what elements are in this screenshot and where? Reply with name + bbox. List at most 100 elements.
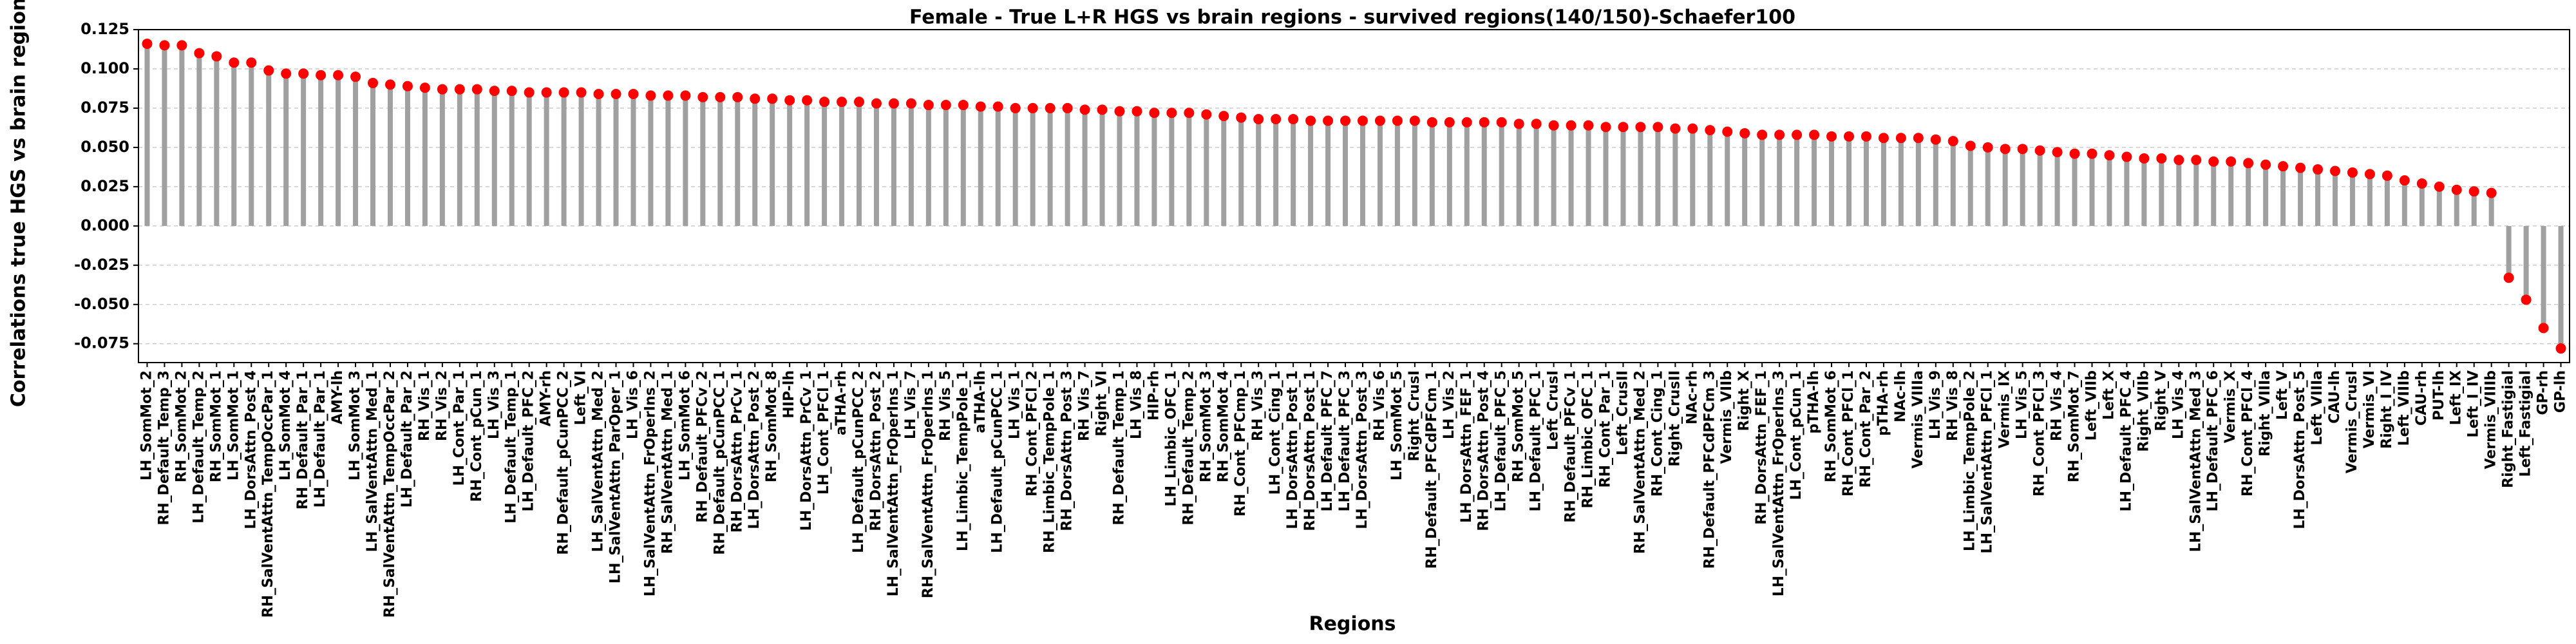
x-tick-label: RH_Limbic_TempPole_1 [1042, 370, 1058, 553]
plot-frame [138, 29, 2570, 363]
x-tick-label: RH_Limbic_OFC_1 [1580, 370, 1596, 508]
x-tick-label: RH_SomMot_6 [1823, 370, 1839, 482]
dot [1843, 131, 1854, 142]
dot [784, 95, 795, 106]
dot [402, 80, 413, 91]
dot [1253, 114, 1264, 125]
x-tick-label: RH_SomMot_4 [1215, 370, 1231, 482]
x-tick-label: RH_Vis_1 [417, 370, 433, 441]
dot [1930, 134, 1941, 145]
x-tick-label: LH_Vis_5 [2014, 370, 2031, 439]
dot [767, 93, 778, 104]
dot [1374, 115, 1385, 126]
dot [2503, 272, 2514, 283]
dot [159, 40, 170, 51]
dot [2364, 169, 2375, 180]
y-tick-label: 0.050 [80, 138, 129, 156]
dot [2260, 159, 2271, 170]
dot [1826, 131, 1837, 142]
dot [2017, 144, 2028, 155]
x-tick-label: RH_SalVentAttn_TempOccPar_2 [382, 370, 398, 618]
x-tick-label: Left_I_IV [2466, 370, 2482, 437]
x-tick-label: Right_V [2153, 370, 2169, 431]
dot [802, 95, 813, 106]
y-tick-label: 0.025 [80, 177, 129, 195]
x-tick-label: Right_X [1736, 370, 1752, 431]
dot [1635, 122, 1646, 133]
x-tick-label: Left_X [2101, 370, 2117, 420]
dot [1027, 102, 1038, 113]
x-tick-label: HIP-lh [781, 370, 797, 419]
dot [1201, 109, 1212, 120]
x-tick-label: RH_Vis_5 [938, 370, 954, 441]
dot [2034, 145, 2045, 156]
x-tick-label: LH_Default_pCunPCC_2 [851, 370, 867, 553]
x-tick-label: AMY-lh [330, 370, 346, 424]
dot [2069, 148, 2080, 159]
dot [1792, 129, 1803, 140]
x-tick-label: Left_Fastigial [2518, 370, 2534, 477]
dot [2295, 162, 2306, 173]
x-tick-label: LH_Vis_4 [2170, 370, 2186, 439]
dot [819, 97, 830, 108]
dot [1809, 129, 1820, 140]
dot [1861, 131, 1871, 142]
dot [1062, 102, 1073, 113]
dot [1271, 114, 1282, 125]
x-tick-label: Vermis_VIIIb [2483, 370, 2499, 469]
x-tick-label: aTHA-rh [833, 370, 849, 435]
x-tick-label: LH_Default_PFC_4 [2118, 370, 2134, 511]
x-tick-label: LH_SalVentAttn_FrOperIns_3 [1771, 370, 1787, 596]
dot [1409, 115, 1420, 126]
dot [1218, 111, 1229, 122]
x-tick-label: RH_Default_PFCv_1 [1563, 370, 1579, 523]
x-tick-label: LH_Default_Temp_2 [191, 370, 207, 524]
x-tick-label: Left_CrusII [1615, 370, 1631, 455]
x-tick-label: RH_Vis_7 [1077, 370, 1093, 441]
x-tick-label: LH_SomMot_5 [1389, 370, 1405, 480]
dot [940, 100, 951, 111]
dot [576, 87, 587, 98]
dot [489, 86, 500, 97]
dot [2104, 150, 2115, 161]
dot [541, 87, 552, 98]
dot [1149, 108, 1160, 118]
x-tick-label: pTHA-lh [1806, 370, 1822, 434]
dot [1097, 104, 1108, 115]
dot [1722, 126, 1733, 137]
dot [905, 98, 916, 109]
dot [1965, 140, 1976, 151]
dot [1757, 129, 1768, 140]
dot [2486, 187, 2497, 198]
x-tick-label: RH_SalVentAttn_TempOccPar_1 [260, 370, 276, 618]
x-tick-label: LH_Vis_1 [1007, 370, 1023, 439]
x-tick-label: Right_VIIb [2136, 370, 2152, 452]
x-tick-label: LH_DorsAttn_Post_2 [746, 370, 762, 529]
dot [524, 87, 535, 98]
x-tick-label: RH_Default_PFCdPFCm_1 [1424, 370, 1440, 569]
dot [958, 100, 969, 111]
dot [871, 98, 882, 109]
dot [1288, 114, 1299, 125]
dot [732, 91, 743, 102]
x-tick-label: RH_Cont_PFCl_3 [2032, 370, 2048, 497]
x-tick-label: LH_Default_Par_2 [399, 370, 415, 507]
x-tick-label: LH_SomMot_1 [225, 370, 242, 480]
dot [975, 101, 986, 112]
chart-title: Female - True L+R HGS vs brain regions -… [909, 6, 1795, 29]
dot [1600, 122, 1611, 133]
x-tick-label: LH_Vis_2 [1441, 370, 1457, 439]
dot [663, 90, 674, 101]
x-tick-label: LH_Default_PFC_6 [2205, 370, 2221, 511]
dot [281, 68, 292, 79]
x-tick-label: RH_DorsAttn_Post_4 [1476, 370, 1492, 531]
dot [854, 97, 865, 108]
x-tick-label: GP-rh [2535, 370, 2552, 415]
x-tick-label: LH_SalVentAttn_FrOperIns_2 [642, 370, 658, 596]
dot [1618, 122, 1629, 133]
x-tick-label: LH_Vis_3 [486, 370, 502, 439]
dot [211, 51, 222, 62]
dot [2156, 153, 2167, 164]
x-tick-label: LH_Vis_6 [625, 370, 641, 439]
